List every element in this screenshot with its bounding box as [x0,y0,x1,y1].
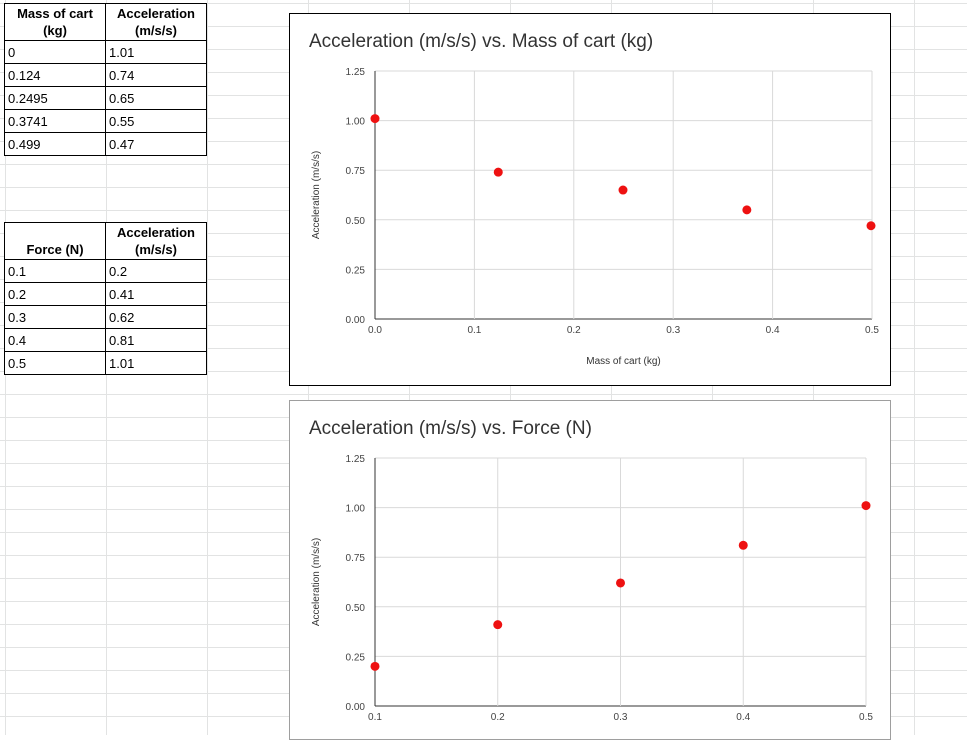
column-header-acceleration[interactable]: Acceleration (m/s/s) [105,222,207,260]
column-header-force[interactable]: Force (N) [4,222,106,260]
x-tick-label: 0.5 [859,712,873,723]
y-tick-label: 0.25 [346,652,366,663]
data-point[interactable] [866,221,876,231]
cell[interactable]: 0.499 [4,132,106,156]
column-header-acceleration[interactable]: Acceleration (m/s/s) [105,3,207,41]
cell[interactable]: 0.3741 [4,109,106,133]
y-tick-label: 0.50 [346,216,366,227]
x-tick-label: 0.2 [567,325,581,336]
cell[interactable]: 0.62 [105,305,207,329]
cell[interactable]: 0.81 [105,328,207,352]
chart-title: Acceleration (m/s/s) vs. Force (N) [309,418,592,439]
column-header-mass[interactable]: Mass of cart (kg) [4,3,106,41]
y-axis-title: Acceleration (m/s/s) [311,538,322,626]
cell[interactable]: 0.4 [4,328,106,352]
data-point[interactable] [370,661,380,671]
chart-mass-vs-acceleration[interactable]: Acceleration (m/s/s) vs. Mass of cart (k… [289,13,891,386]
table-header-row: Force (N) Acceleration (m/s/s) [4,222,207,260]
y-tick-label: 1.00 [346,504,366,515]
data-point[interactable] [493,167,503,177]
y-tick-label: 0.75 [346,166,366,177]
y-tick-label: 1.25 [346,454,366,465]
cell[interactable]: 0.5 [4,351,106,375]
cell[interactable]: 0.2495 [4,86,106,110]
data-point[interactable] [370,114,380,124]
y-tick-label: 0.00 [346,315,366,326]
table-row: 0.3741 0.55 [4,109,207,133]
data-point[interactable] [742,205,752,215]
y-tick-label: 0.75 [346,553,366,564]
cell[interactable]: 0 [4,40,106,64]
data-point[interactable] [616,578,625,588]
x-tick-label: 0.4 [766,325,780,336]
cell[interactable]: 0.2 [4,282,106,306]
x-tick-label: 0.3 [614,712,628,723]
chart-title: Acceleration (m/s/s) vs. Mass of cart (k… [309,31,654,52]
cell[interactable]: 0.47 [105,132,207,156]
cell[interactable]: 0.1 [4,259,106,283]
x-tick-label: 0.0 [368,325,382,336]
data-point[interactable] [618,185,628,195]
table-row: 0.1 0.2 [4,259,207,283]
table-row: 0.2495 0.65 [4,86,207,110]
y-tick-label: 1.00 [346,117,366,128]
x-tick-label: 0.4 [736,712,750,723]
table-header-row: Mass of cart (kg) Acceleration (m/s/s) [4,3,207,41]
table-row: 0.124 0.74 [4,63,207,87]
table-row: 0.5 1.01 [4,351,207,375]
y-axis-title: Acceleration (m/s/s) [311,151,322,239]
x-tick-label: 0.5 [865,325,879,336]
data-point[interactable] [493,620,503,630]
table-row: 0.4 0.81 [4,328,207,352]
force-data-table: Force (N) Acceleration (m/s/s) 0.1 0.2 0… [4,222,207,375]
x-tick-label: 0.3 [666,325,680,336]
y-tick-label: 0.50 [346,603,366,614]
cell[interactable]: 0.74 [105,63,207,87]
data-point[interactable] [861,501,871,511]
table-row: 0.499 0.47 [4,132,207,156]
cell[interactable]: 0.2 [105,259,207,283]
table-row: 0.2 0.41 [4,282,207,306]
chart-plot-area: 0.00 0.25 0.50 0.75 1.00 1.25 0.1 0.2 0.3 0.4 0.5 A… [311,454,873,723]
x-tick-label: 0.2 [491,712,505,723]
cell[interactable]: 0.65 [105,86,207,110]
y-tick-label: 0.25 [346,265,366,276]
y-tick-label: 0.00 [346,702,366,713]
mass-data-table: Mass of cart (kg) Acceleration (m/s/s) 0… [4,3,207,156]
y-tick-label: 1.25 [346,67,366,78]
cell[interactable]: 0.124 [4,63,106,87]
x-tick-label: 0.1 [368,712,382,723]
table-row: 0 1.01 [4,40,207,64]
chart-force-vs-acceleration[interactable]: Acceleration (m/s/s) vs. Force (N) 0.00 0… [289,400,891,740]
chart-plot-area: 0.00 0.25 0.50 0.75 1.00 1.25 0.0 0.1 0.2 0.3 0.4 0… [311,67,879,367]
cell[interactable]: 0.41 [105,282,207,306]
cell[interactable]: 1.01 [105,351,207,375]
table-row: 0.3 0.62 [4,305,207,329]
x-tick-label: 0.1 [467,325,481,336]
cell[interactable]: 1.01 [105,40,207,64]
cell[interactable]: 0.55 [105,109,207,133]
x-axis-title: Mass of cart (kg) [586,356,660,367]
data-point[interactable] [738,540,748,550]
cell[interactable]: 0.3 [4,305,106,329]
